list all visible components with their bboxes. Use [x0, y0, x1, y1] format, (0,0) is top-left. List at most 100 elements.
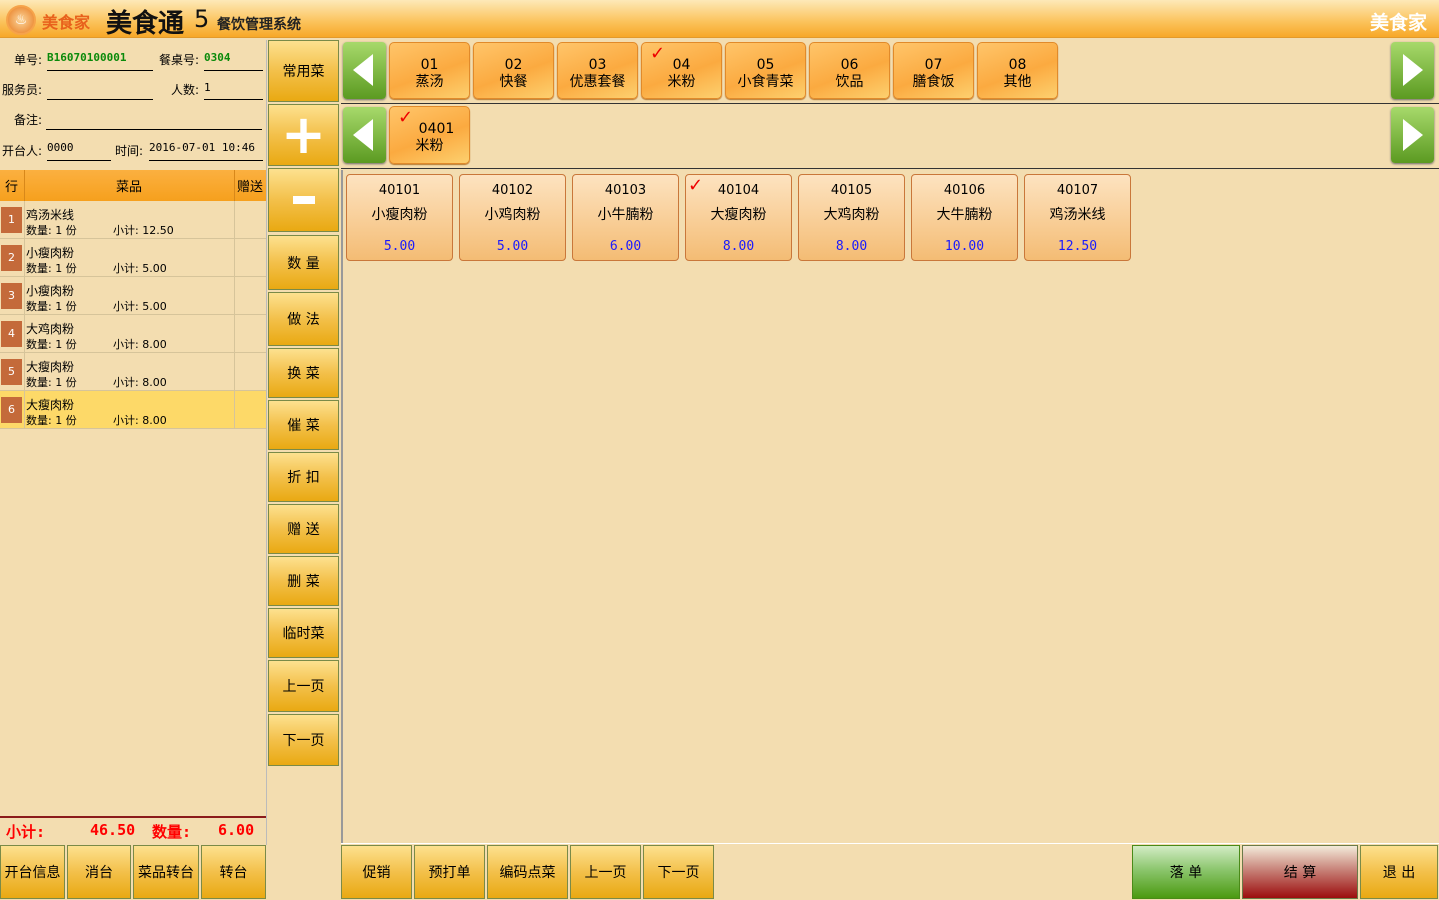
- qty-label: 数量:: [26, 338, 52, 351]
- transfer-dish-button[interactable]: 菜品转台: [133, 845, 199, 899]
- guests-field[interactable]: 1: [204, 81, 211, 94]
- prev-page-button[interactable]: 上一页: [570, 845, 641, 899]
- waiter-label: 服务员:: [2, 83, 43, 97]
- checkout-button[interactable]: 结 算: [1242, 845, 1358, 899]
- category-prev-button[interactable]: [343, 42, 386, 99]
- quantity-button[interactable]: 数 量: [268, 235, 339, 290]
- category-code: 08: [1008, 57, 1027, 73]
- subtotal-label: 小计:: [113, 300, 139, 313]
- code-order-button[interactable]: 编码点菜: [487, 845, 568, 899]
- qty-label: 数量:: [26, 224, 52, 237]
- dish-name: 大瘦肉粉: [710, 207, 767, 223]
- dish-card[interactable]: 40102 小鸡肉粉 5.00: [459, 174, 566, 261]
- category-name: 快餐: [499, 74, 528, 90]
- clear-table-button[interactable]: 消台: [67, 845, 131, 899]
- row-number: 5: [1, 359, 22, 385]
- table-no: 0304: [204, 51, 231, 64]
- favorites-button[interactable]: 常用菜: [268, 40, 339, 102]
- category-code: 05: [756, 57, 775, 73]
- dish-price: 12.50: [1057, 239, 1098, 254]
- category-name: 其他: [1003, 74, 1032, 90]
- order-row[interactable]: 1 鸡汤米线 数量: 1 份 小计: 12.50: [0, 201, 266, 239]
- category-tab[interactable]: 08 其他: [977, 42, 1058, 99]
- subtotal-label: 小计:: [113, 224, 139, 237]
- brand: 美食家: [42, 13, 91, 32]
- subcategory-next-button[interactable]: [1391, 107, 1434, 163]
- prev-page-button[interactable]: 上一页: [268, 660, 339, 712]
- dish-code: 40104: [717, 183, 760, 198]
- swap-dish-button[interactable]: 换 菜: [268, 348, 339, 398]
- subtotal-value: 46.50: [90, 821, 136, 839]
- order-row[interactable]: 2 小瘦肉粉 数量: 1 份 小计: 5.00: [0, 239, 266, 277]
- category-tab[interactable]: ✓ 04 米粉: [641, 42, 722, 99]
- row-subtotal: 8.00: [142, 414, 167, 427]
- subcategory-tab[interactable]: ✓ 0401 米粉: [389, 106, 470, 164]
- guests-label: 人数:: [171, 83, 200, 97]
- submit-order-button[interactable]: 落 单: [1132, 845, 1240, 899]
- open-info-button[interactable]: 开台信息: [0, 845, 65, 899]
- promotion-button[interactable]: 促销: [341, 845, 412, 899]
- checkmark-icon: ✓: [650, 43, 666, 64]
- dish-code: 40101: [378, 183, 421, 198]
- category-tab[interactable]: 02 快餐: [473, 42, 554, 99]
- row-dish-name: 大瘦肉粉: [26, 398, 75, 412]
- row-subtotal: 12.50: [142, 224, 174, 237]
- delete-dish-button[interactable]: 删 菜: [268, 556, 339, 606]
- category-name: 米粉: [667, 74, 696, 90]
- category-name: 优惠套餐: [569, 74, 626, 90]
- subtotal-label: 小计:: [113, 338, 139, 351]
- qty-value: 6.00: [218, 821, 255, 839]
- discount-button[interactable]: 折 扣: [268, 452, 339, 502]
- row-qty: 1 份: [55, 300, 77, 313]
- order-row[interactable]: 4 大鸡肉粉 数量: 1 份 小计: 8.00: [0, 315, 266, 353]
- app-version: 5: [194, 5, 210, 33]
- row-subtotal: 5.00: [142, 262, 167, 275]
- next-page-button[interactable]: 下一页: [268, 714, 339, 766]
- order-row[interactable]: 5 大瘦肉粉 数量: 1 份 小计: 8.00: [0, 353, 266, 391]
- dish-card[interactable]: 40101 小瘦肉粉 5.00: [346, 174, 453, 261]
- row-subtotal: 5.00: [142, 300, 167, 313]
- subtract-button[interactable]: [268, 168, 339, 232]
- category-tab[interactable]: 05 小食青菜: [725, 42, 806, 99]
- qty-label: 数量:: [26, 376, 52, 389]
- add-button[interactable]: +: [268, 104, 339, 166]
- order-row[interactable]: 3 小瘦肉粉 数量: 1 份 小计: 5.00: [0, 277, 266, 315]
- category-next-button[interactable]: [1391, 42, 1434, 99]
- category-tab[interactable]: 07 膳食饭: [893, 42, 974, 99]
- rush-button[interactable]: 催 菜: [268, 400, 339, 450]
- logo-icon: ♨: [6, 5, 36, 35]
- temp-dish-button[interactable]: 临时菜: [268, 608, 339, 658]
- exit-button[interactable]: 退 出: [1360, 845, 1438, 899]
- category-tab[interactable]: 06 饮品: [809, 42, 890, 99]
- next-page-button[interactable]: 下一页: [643, 845, 714, 899]
- subtotal-label: 小计:: [113, 414, 139, 427]
- transfer-table-button[interactable]: 转台: [201, 845, 266, 899]
- method-button[interactable]: 做 法: [268, 292, 339, 346]
- opener: 0000: [47, 141, 74, 154]
- subcategory-prev-button[interactable]: [343, 107, 386, 163]
- dish-card[interactable]: 40105 大鸡肉粉 8.00: [798, 174, 905, 261]
- category-name: 膳食饭: [912, 74, 955, 90]
- dish-name: 小鸡肉粉: [484, 207, 541, 223]
- col-row: 行: [5, 180, 19, 195]
- category-code: 06: [840, 57, 859, 73]
- dish-card[interactable]: 40107 鸡汤米线 12.50: [1024, 174, 1131, 261]
- order-table-header: 行 菜品 赠送: [0, 170, 266, 201]
- dish-card[interactable]: ✓ 40104 大瘦肉粉 8.00: [685, 174, 792, 261]
- dish-card[interactable]: 40106 大牛腩粉 10.00: [911, 174, 1018, 261]
- category-tab[interactable]: 01 蒸汤: [389, 42, 470, 99]
- category-code: 03: [588, 57, 607, 73]
- pre-print-button[interactable]: 预打单: [414, 845, 485, 899]
- row-qty: 1 份: [55, 376, 77, 389]
- subcategory-name: 米粉: [415, 138, 444, 154]
- category-code: 07: [924, 57, 943, 73]
- qty-label: 数量:: [26, 414, 52, 427]
- row-qty: 1 份: [55, 224, 77, 237]
- table-label: 餐桌号:: [159, 53, 200, 67]
- qty-label: 数量:: [152, 823, 192, 841]
- open-time: 2016-07-01 10:46: [149, 141, 255, 154]
- dish-card[interactable]: 40103 小牛腩粉 6.00: [572, 174, 679, 261]
- order-row[interactable]: 6 大瘦肉粉 数量: 1 份 小计: 8.00: [0, 391, 266, 429]
- gift-button[interactable]: 赠 送: [268, 504, 339, 554]
- category-tab[interactable]: 03 优惠套餐: [557, 42, 638, 99]
